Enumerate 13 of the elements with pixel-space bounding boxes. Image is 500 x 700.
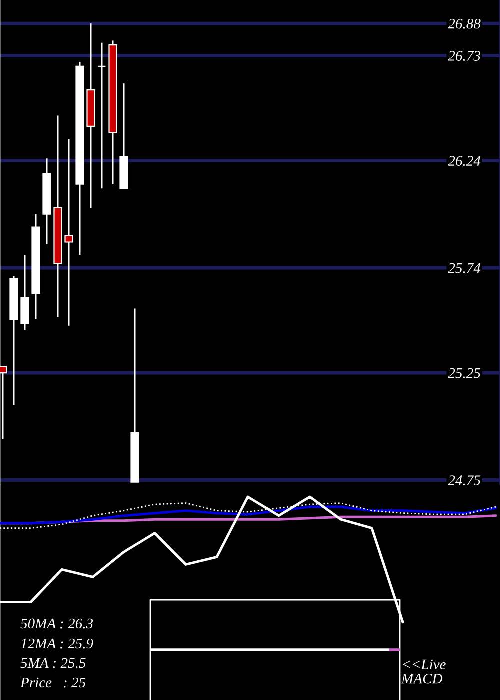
y-tick-label: 25.25 xyxy=(448,368,481,378)
candlestick xyxy=(64,138,74,327)
annotation: 50MA : 26.3 xyxy=(20,618,94,629)
text: 12MA : 25.9 xyxy=(21,638,94,649)
text: Price : 25 xyxy=(20,678,86,688)
y-tick-label: 24.75 xyxy=(448,476,481,486)
y-tick-label: 26.88 xyxy=(448,18,481,29)
y-tick-label: 26.73 xyxy=(448,51,480,62)
text: <<Live MACD xyxy=(401,660,446,684)
candlestick xyxy=(98,42,106,190)
y-tick-label: 26.24 xyxy=(448,156,481,166)
y-tick-label: 25.74 xyxy=(448,263,481,274)
text: 5MA : 25.5 xyxy=(20,658,86,668)
